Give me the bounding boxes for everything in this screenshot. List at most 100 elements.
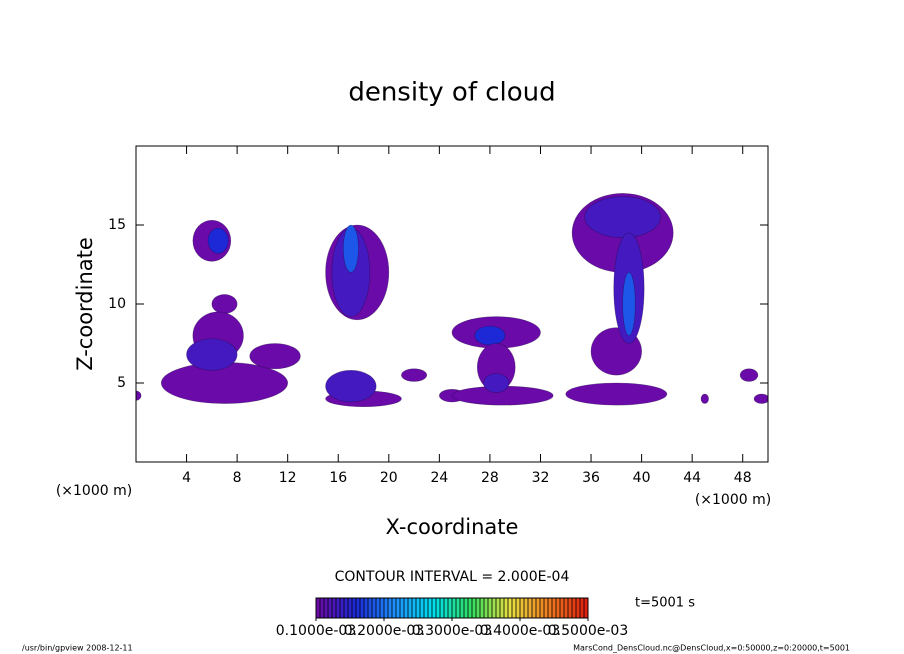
colorbar-cell	[400, 598, 405, 618]
colorbar-cell	[444, 598, 449, 618]
colorbar-cell	[352, 598, 357, 618]
colorbar-label: 0.3000e-03	[412, 623, 492, 639]
colorbar-cell	[484, 598, 489, 618]
colorbar-cell	[564, 598, 569, 618]
x-tick-label: 8	[233, 470, 242, 486]
colorbar-cell	[452, 598, 457, 618]
colorbar-cell	[324, 598, 329, 618]
colorbar-cell	[340, 598, 345, 618]
chart-title: density of cloud	[348, 78, 555, 108]
colorbar-cell	[380, 598, 385, 618]
colorbar-cell	[504, 598, 509, 618]
colorbar-cell	[404, 598, 409, 618]
colorbar-cell	[532, 598, 537, 618]
contour-interval: CONTOUR INTERVAL = 2.000E-04	[335, 569, 570, 585]
colorbar-cell	[328, 598, 333, 618]
x-tick-label: 40	[633, 470, 651, 486]
y-unit: (×1000 m)	[56, 483, 132, 499]
cloud-patch	[700, 393, 709, 404]
cloud-patch	[342, 224, 359, 273]
footer-left: /usr/bin/gpview 2008-12-11	[22, 644, 133, 653]
field	[136, 193, 768, 407]
x-tick-label: 28	[481, 470, 499, 486]
colorbar-cell	[520, 598, 525, 618]
cloud-patch	[186, 338, 238, 371]
colorbar-cell	[416, 598, 421, 618]
cloud-patch	[739, 368, 759, 382]
y-tick-label: 5	[117, 375, 126, 391]
colorbar-cell	[372, 598, 377, 618]
colorbar-cell	[412, 598, 417, 618]
colorbar-cell	[428, 598, 433, 618]
x-tick-label: 12	[279, 470, 297, 486]
colorbar-cell	[524, 598, 529, 618]
colorbar-cell	[544, 598, 549, 618]
colorbar-cell	[576, 598, 581, 618]
colorbar-cell	[344, 598, 349, 618]
colorbar-cell	[432, 598, 437, 618]
x-tick-label: 36	[582, 470, 600, 486]
cloud-patch	[474, 325, 506, 346]
colorbar-cell	[460, 598, 465, 618]
colorbar-cell	[364, 598, 369, 618]
x-tick-label: 4	[182, 470, 191, 486]
x-tick-label: 44	[683, 470, 701, 486]
colorbar-cell	[512, 598, 517, 618]
colorbar-cell	[464, 598, 469, 618]
colorbar-cell	[448, 598, 453, 618]
colorbar-cell	[540, 598, 545, 618]
colorbar-cell	[392, 598, 397, 618]
colorbar-cell	[384, 598, 389, 618]
x-tick-label: 48	[734, 470, 752, 486]
colorbar-cell	[356, 598, 361, 618]
colorbar-label: 0.4000e-03	[480, 623, 560, 639]
x-unit: (×1000 m)	[695, 492, 771, 508]
y-tick-label: 10	[108, 296, 126, 312]
colorbar-cell	[368, 598, 373, 618]
colorbar-cell	[468, 598, 473, 618]
cloud-patch	[483, 373, 510, 393]
colorbar-cell	[552, 598, 557, 618]
colorbar-cell	[476, 598, 481, 618]
cloud-patch	[207, 227, 229, 254]
colorbar	[315, 597, 589, 619]
cloud-patch	[249, 343, 301, 370]
colorbar-cell	[320, 598, 325, 618]
colorbar-cell	[556, 598, 561, 618]
colorbar-cell	[516, 598, 521, 618]
footer-right: MarsCond_DensCloud.nc@DensCloud,x=0:5000…	[573, 644, 850, 653]
time-label: t=5001 s	[635, 596, 695, 611]
cloud-patch	[211, 294, 238, 314]
colorbar-cell	[480, 598, 485, 618]
cloud-patch	[401, 368, 428, 382]
colorbar-cell	[560, 598, 565, 618]
y-axis-label: Z-coordinate	[73, 237, 97, 371]
colorbar-cell	[456, 598, 461, 618]
cloud-patch	[584, 196, 661, 238]
colorbar-cell	[396, 598, 401, 618]
colorbar-cell	[584, 598, 589, 618]
colorbar-cell	[568, 598, 573, 618]
colorbar-cell	[548, 598, 553, 618]
colorbar-cell	[424, 598, 429, 618]
colorbar-cell	[440, 598, 445, 618]
colorbar-cell	[472, 598, 477, 618]
colorbar-cell	[408, 598, 413, 618]
cloud-patch	[753, 393, 768, 404]
colorbar-cell	[360, 598, 365, 618]
colorbar-cell	[496, 598, 501, 618]
colorbar-cell	[488, 598, 493, 618]
colorbar-cell	[528, 598, 533, 618]
colorbar-label: 0.1000e-03	[276, 623, 356, 639]
x-tick-label: 32	[532, 470, 550, 486]
colorbar-cell	[332, 598, 337, 618]
cloud-patch	[622, 272, 636, 336]
colorbar-cell	[316, 598, 321, 618]
x-axis-label: X-coordinate	[386, 515, 519, 539]
x-tick-label: 20	[380, 470, 398, 486]
cloud-patch	[565, 382, 668, 406]
x-tick-label: 24	[430, 470, 448, 486]
colorbar-cell	[348, 598, 353, 618]
colorbar-label: 0.2000e-03	[344, 623, 424, 639]
